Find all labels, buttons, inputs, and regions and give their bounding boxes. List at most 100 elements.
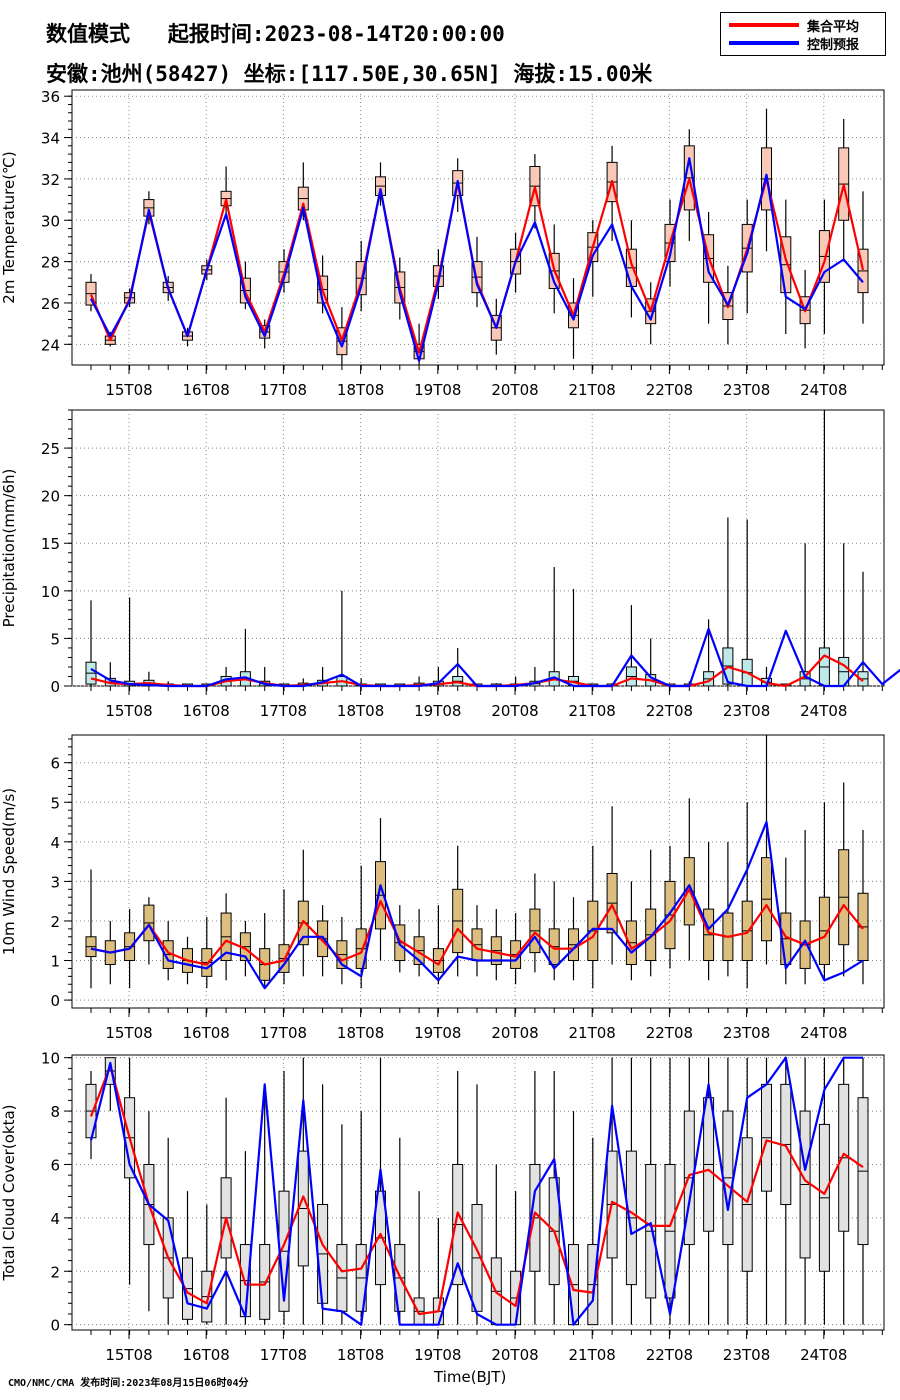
box-36 — [761, 735, 772, 965]
box-1 — [85, 869, 97, 989]
x-tick-label: 15T08 — [105, 1024, 152, 1042]
y-tick-label: 5 — [50, 794, 60, 812]
panel-4: 0 2 4 6 8 10 15T08 16T08 17T08 18T08 19T08 20T08 21T… — [0, 1050, 885, 1364]
box-16 — [375, 1057, 386, 1325]
x-tick-label: 17T08 — [260, 1024, 307, 1042]
x-tick-label: 22T08 — [646, 1346, 693, 1364]
y-tick-label: 34 — [41, 130, 60, 148]
x-tick-label: 20T08 — [491, 381, 538, 399]
box-39 — [818, 1057, 830, 1325]
y-tick-label: 10 — [41, 1050, 60, 1068]
y-tick-label: 32 — [41, 171, 60, 189]
x-tick-label: 18T08 — [337, 1024, 384, 1042]
box-1 — [85, 600, 97, 686]
y-tick-label: 30 — [41, 212, 60, 230]
y-tick-label: 8 — [50, 1103, 60, 1121]
control-forecast-line — [90, 157, 864, 362]
y-tick-label: 10 — [41, 583, 60, 601]
x-tick-label: 24T08 — [800, 702, 847, 720]
control-forecast-line — [90, 820, 864, 990]
x-tick-label: 17T08 — [260, 1346, 307, 1364]
x-tick-label: 19T08 — [414, 1346, 461, 1364]
x-tick-label: 20T08 — [491, 1024, 538, 1042]
y-tick-label: 1 — [50, 953, 60, 971]
y-tick-label: 24 — [41, 336, 60, 354]
box-20 — [452, 845, 464, 977]
x-tick-label: 15T08 — [105, 702, 152, 720]
x-tick-label: 16T08 — [183, 1024, 230, 1042]
box-40 — [838, 782, 850, 977]
ensemble-mean-line — [89, 1064, 864, 1316]
plot-frame — [71, 89, 885, 366]
control-forecast-line — [89, 1056, 863, 1326]
legend-entry-control: 控制预报 — [729, 34, 879, 53]
y-tick-label: 6 — [50, 755, 60, 773]
x-tick-label: 16T08 — [183, 381, 230, 399]
footer-publisher: CMO/NMC/CMA 发布时间:2023年08月15日06时04分 — [8, 1378, 249, 1389]
y-tick-label: 15 — [41, 535, 60, 553]
x-tick-label: 16T08 — [183, 1346, 230, 1364]
box-24 — [529, 873, 541, 973]
x-tick-label: 22T08 — [646, 381, 693, 399]
x-tick-label: 22T08 — [646, 702, 693, 720]
legend: 集合平均 控制预报 — [720, 12, 886, 56]
x-axis-time-label: Time(BJT) — [434, 1368, 507, 1386]
x-tick-label: 23T08 — [723, 702, 770, 720]
box-31 — [664, 1057, 676, 1325]
y-tick-label: 28 — [41, 254, 60, 272]
y-tick-label: 36 — [41, 88, 60, 106]
x-tick-label: 22T08 — [646, 1024, 693, 1042]
x-tick-label: 21T08 — [569, 381, 616, 399]
panel-2: 0 5 10 15 20 25 15T08 16T08 17T08 18T08 19T08 20T08… — [0, 409, 900, 720]
x-tick-label: 16T08 — [183, 702, 230, 720]
y-tick-label: 0 — [50, 992, 60, 1010]
y-tick-label: 2 — [50, 1263, 60, 1281]
y-tick-label: 0 — [50, 1317, 60, 1335]
y-tick-label: 26 — [41, 295, 60, 313]
box-27 — [587, 845, 599, 989]
x-tick-label: 24T08 — [800, 1024, 847, 1042]
box-41 — [857, 1057, 869, 1325]
x-tick-label: 21T08 — [569, 1346, 616, 1364]
x-tick-label: 18T08 — [337, 1346, 384, 1364]
box-29 — [625, 605, 637, 687]
legend-swatch-control — [729, 41, 799, 45]
box-35 — [741, 802, 753, 989]
x-tick-label: 23T08 — [723, 1346, 770, 1364]
x-tick-label: 19T08 — [414, 1024, 461, 1042]
y-tick-label: 4 — [50, 834, 60, 852]
control-forecast-line — [90, 627, 900, 688]
x-tick-label: 15T08 — [105, 381, 152, 399]
box-29 — [625, 881, 637, 981]
x-tick-label: 23T08 — [723, 1024, 770, 1042]
legend-label-control: 控制预报 — [807, 38, 860, 53]
box-39 — [818, 199, 830, 334]
y-axis-label: Precipitation(mm/6h) — [0, 469, 18, 628]
box-33 — [703, 1057, 715, 1325]
y-tick-label: 5 — [50, 630, 60, 648]
plot-frame — [71, 409, 885, 687]
panel-3: 0 1 2 3 4 5 6 15T08 16T08 17T08 18T08 19T08 20T08 21T… — [0, 734, 885, 1042]
x-tick-label: 17T08 — [260, 381, 307, 399]
box-30 — [645, 1057, 657, 1325]
box-31 — [664, 845, 676, 969]
legend-swatch-ensemble-mean — [729, 23, 799, 27]
box-4 — [143, 897, 155, 965]
y-axis-label: 2m Temperature(℃) — [0, 151, 18, 304]
y-tick-label: 25 — [41, 440, 60, 458]
x-tick-label: 20T08 — [491, 1346, 538, 1364]
x-tick-label: 21T08 — [569, 702, 616, 720]
y-tick-label: 20 — [41, 488, 60, 506]
x-tick-label: 24T08 — [800, 381, 847, 399]
ensemble-mean-line — [90, 888, 864, 966]
box-28 — [606, 806, 618, 965]
panel-1: 24 26 28 30 32 34 36 15T08 16T08 17T08 18T08 19T08 2… — [0, 88, 885, 399]
y-axis-label: 10m Wind Speed(m/s) — [0, 788, 18, 955]
title-line-2: 安徽:池州(58427) 坐标:[117.50E,30.65N] 海拔:15.0… — [46, 62, 653, 86]
x-tick-label: 18T08 — [337, 702, 384, 720]
y-axis-label: Total Cloud Cover(okta) — [0, 1105, 18, 1282]
x-tick-label: 17T08 — [260, 702, 307, 720]
box-8 — [220, 893, 232, 981]
box-16 — [375, 162, 386, 206]
